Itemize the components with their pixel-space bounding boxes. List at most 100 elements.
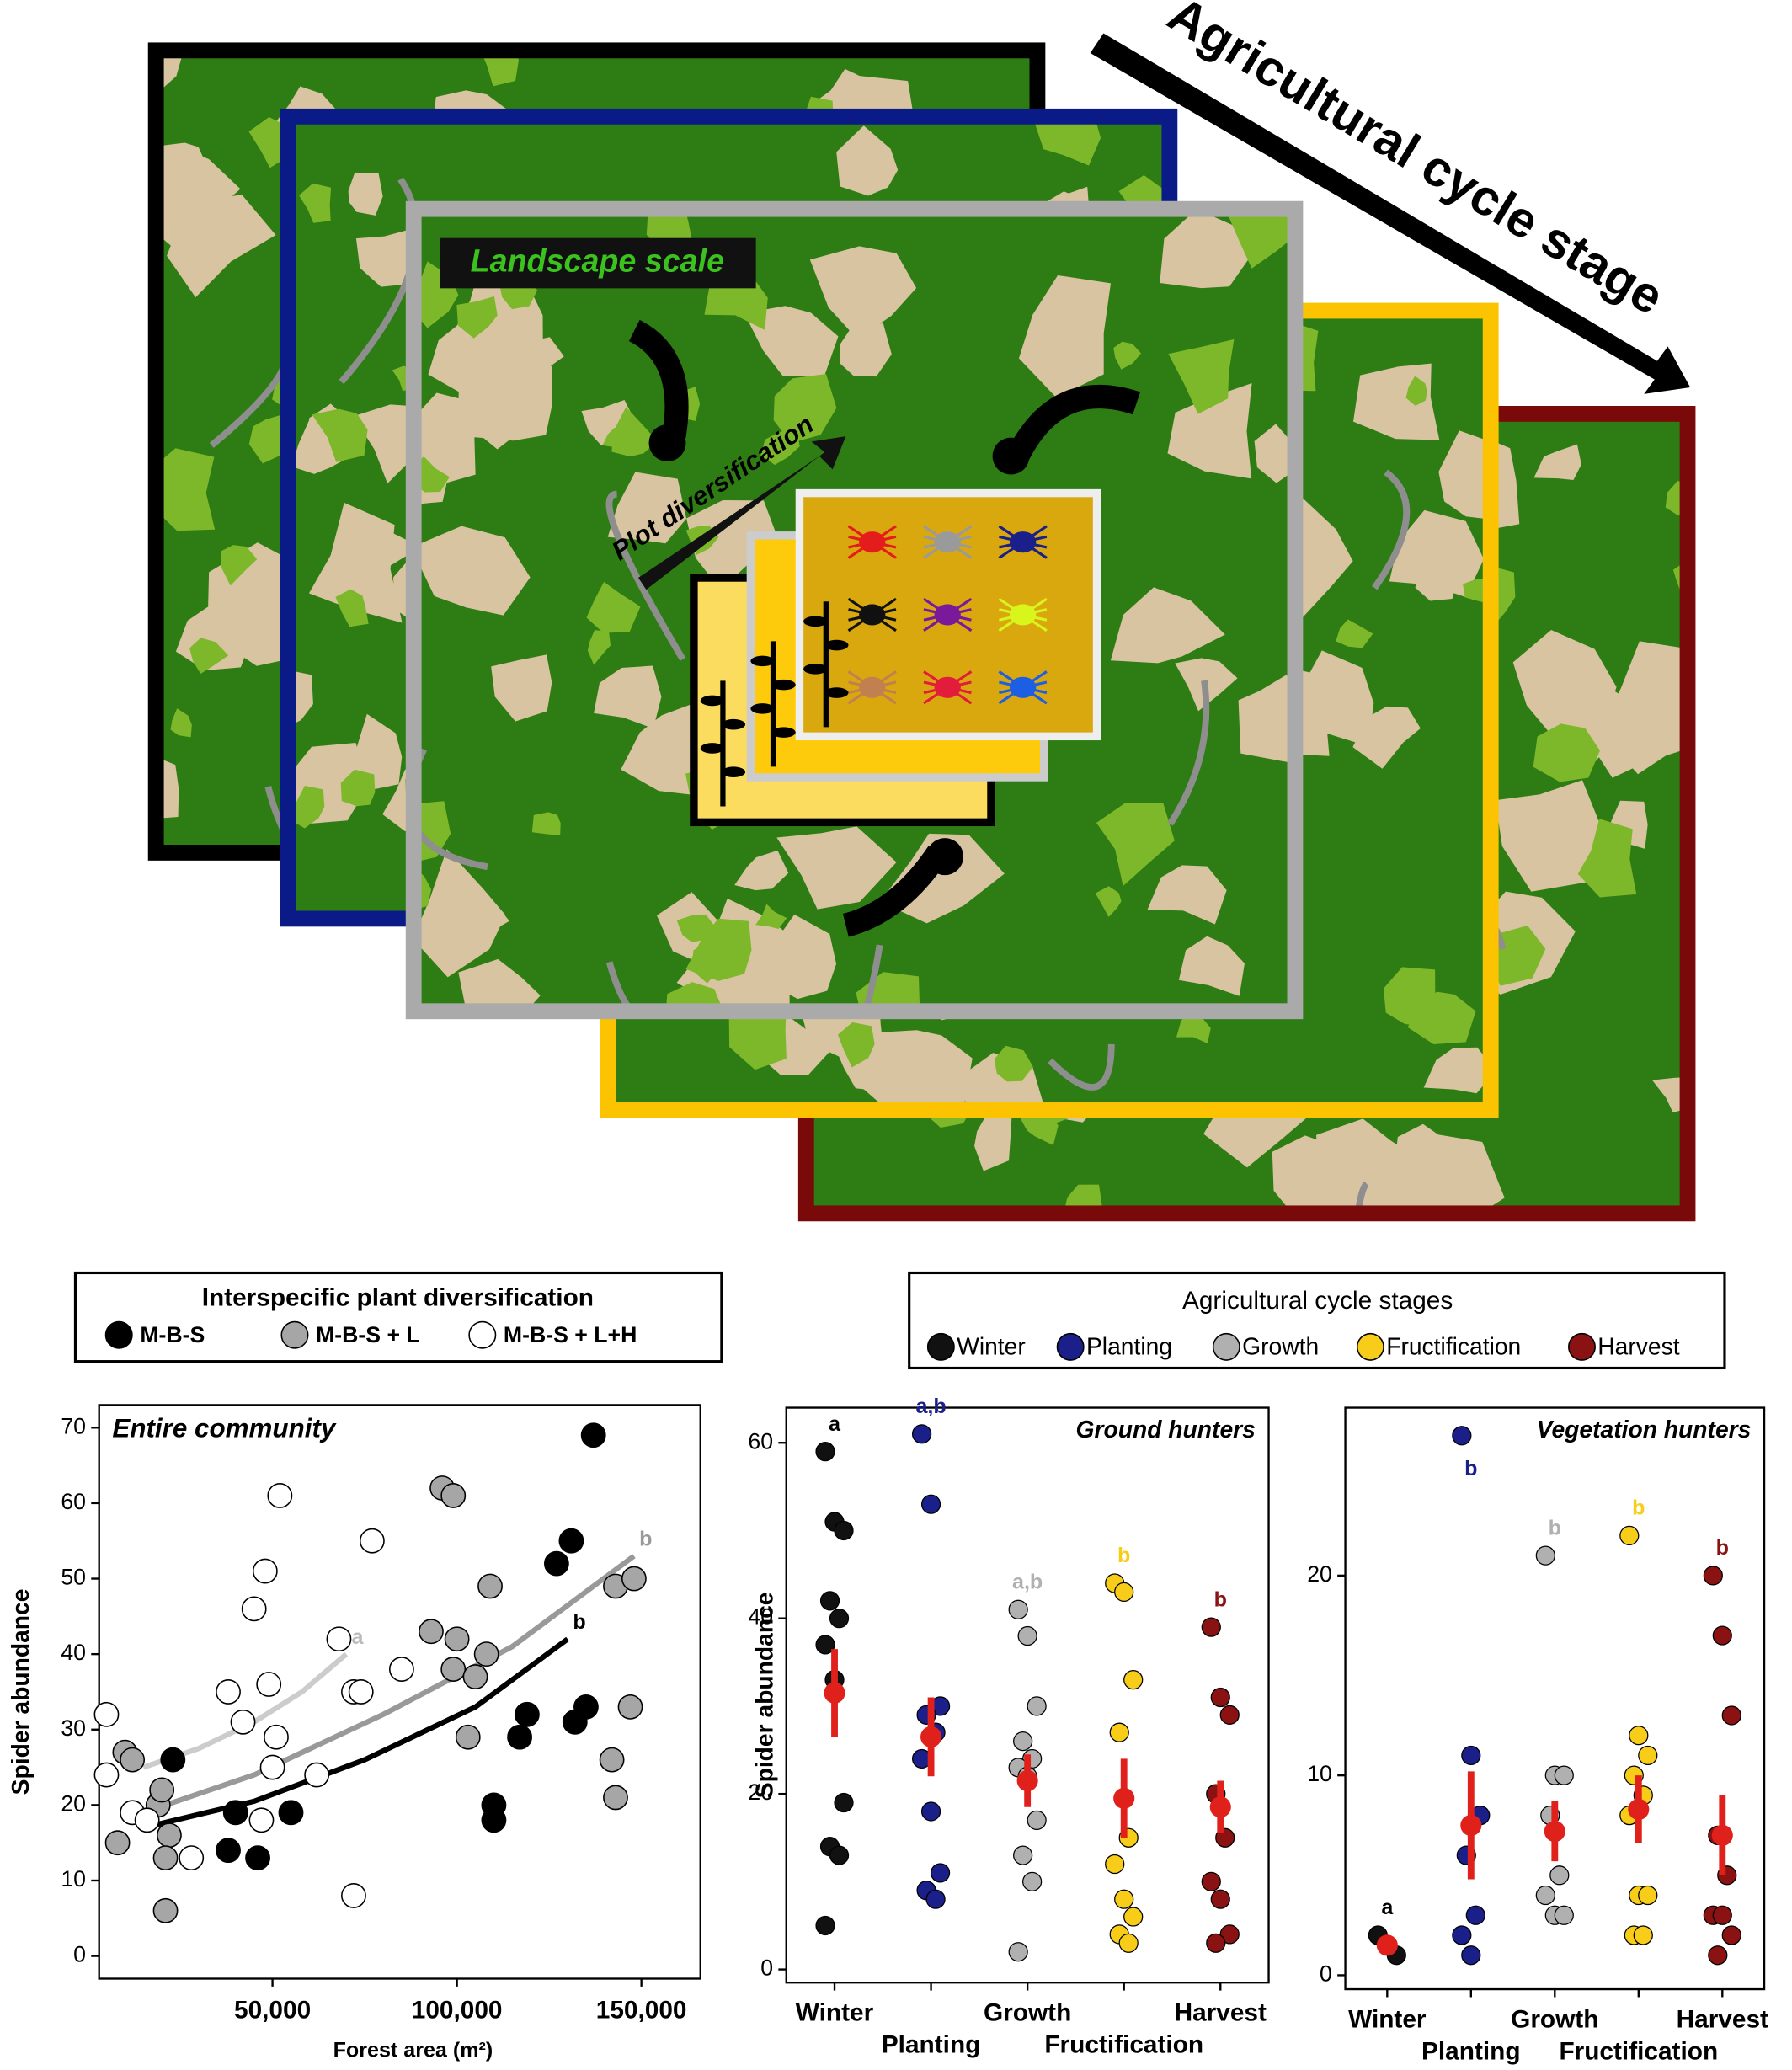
data-point	[252, 1558, 278, 1584]
mean-point	[1544, 1821, 1565, 1843]
field	[491, 654, 552, 722]
data-point	[829, 1845, 850, 1865]
data-point	[1535, 1545, 1555, 1566]
y-tick-label: 10	[1307, 1761, 1332, 1786]
data-point	[1465, 1905, 1485, 1925]
legend-label: Planting	[1086, 1332, 1172, 1359]
data-point	[1118, 1933, 1139, 1953]
plant-leaf	[721, 718, 746, 730]
data-point	[1461, 1745, 1481, 1766]
legend-marker	[468, 1320, 497, 1349]
field	[1598, 641, 1688, 775]
crop	[413, 456, 450, 493]
crop	[170, 708, 192, 738]
field	[1394, 1123, 1454, 1183]
data-point	[1201, 1617, 1221, 1637]
data-point	[341, 1883, 366, 1908]
data-point	[477, 1573, 503, 1599]
data-point	[1549, 1865, 1570, 1886]
data-point	[419, 1619, 444, 1645]
data-point	[1703, 1566, 1723, 1586]
landscape-label-box	[440, 237, 756, 289]
data-point	[1619, 1525, 1640, 1546]
mean-point	[1209, 1796, 1231, 1818]
data-point	[152, 1845, 179, 1871]
data-point	[1712, 1625, 1732, 1646]
data-point	[326, 1626, 352, 1652]
field	[445, 892, 509, 940]
crop	[1405, 376, 1427, 406]
data-point	[462, 1664, 488, 1689]
data-point	[543, 1550, 569, 1577]
plant-leaf	[824, 687, 849, 698]
crop	[728, 1002, 787, 1070]
data-point	[1109, 1722, 1129, 1742]
y-tick-label: 50	[61, 1565, 86, 1590]
field	[776, 826, 897, 910]
y-axis-label: Spider abundance	[751, 1593, 778, 1799]
field	[1533, 444, 1581, 481]
data-point	[1022, 1871, 1043, 1891]
plant-leaf	[771, 679, 796, 691]
spider-leg	[998, 597, 1048, 632]
data-point	[834, 1520, 854, 1541]
fit-label: b	[573, 1610, 585, 1634]
data-point	[1114, 1582, 1134, 1603]
road	[1048, 1043, 1115, 1091]
data-point	[920, 1801, 941, 1822]
data-point	[120, 1747, 146, 1773]
crop	[1034, 116, 1101, 166]
crop	[1228, 209, 1295, 269]
legend-label: M-B-S + L+H	[504, 1322, 637, 1347]
data-point	[911, 1424, 932, 1444]
data-point	[1123, 1670, 1144, 1690]
data-point	[815, 1442, 835, 1462]
curved-arrow-head	[648, 424, 686, 461]
legend-marker	[926, 1332, 955, 1361]
plant-leaf	[803, 664, 828, 675]
curved-arrow-head	[926, 838, 964, 876]
y-tick-label: 60	[748, 1428, 773, 1454]
crop	[156, 448, 216, 531]
data-point	[157, 1822, 182, 1849]
stage-arrow	[1090, 33, 1691, 394]
crop	[189, 638, 229, 674]
data-point	[819, 1591, 840, 1611]
field	[839, 323, 892, 377]
y-tick-label: 20	[748, 1779, 773, 1805]
data-point	[359, 1528, 385, 1554]
y-tick-label: 0	[73, 1942, 86, 1967]
crop	[248, 116, 290, 168]
legend-label: Fructification	[1386, 1332, 1521, 1359]
data-point	[348, 1679, 374, 1705]
field	[1147, 865, 1227, 925]
plot-frame	[1344, 1406, 1766, 1991]
legend-marker	[1356, 1332, 1384, 1361]
crop	[299, 183, 332, 223]
crop	[1019, 1109, 1059, 1146]
legend-marker	[1212, 1332, 1240, 1361]
significance-letter: a	[829, 1412, 841, 1436]
field	[1285, 650, 1374, 747]
field	[1238, 679, 1295, 762]
field	[1415, 547, 1459, 601]
data-point	[1219, 1705, 1240, 1725]
plant-leaf	[750, 703, 775, 714]
map-frame	[405, 200, 1304, 1020]
data-point	[1708, 1945, 1728, 1966]
crop	[456, 296, 498, 339]
fit-label: b	[639, 1527, 652, 1550]
crop	[773, 374, 837, 443]
crop	[288, 786, 325, 829]
x-tick-label: Harvest	[1677, 2006, 1768, 2034]
data-point	[1027, 1696, 1047, 1716]
legend-label: M-B-S	[140, 1322, 205, 1347]
crop	[340, 769, 376, 807]
data-point	[1452, 1925, 1472, 1945]
data-point	[278, 1800, 304, 1826]
significance-letter: b	[1632, 1496, 1645, 1520]
data-point	[304, 1762, 330, 1788]
data-point	[216, 1679, 241, 1705]
field	[809, 246, 917, 339]
